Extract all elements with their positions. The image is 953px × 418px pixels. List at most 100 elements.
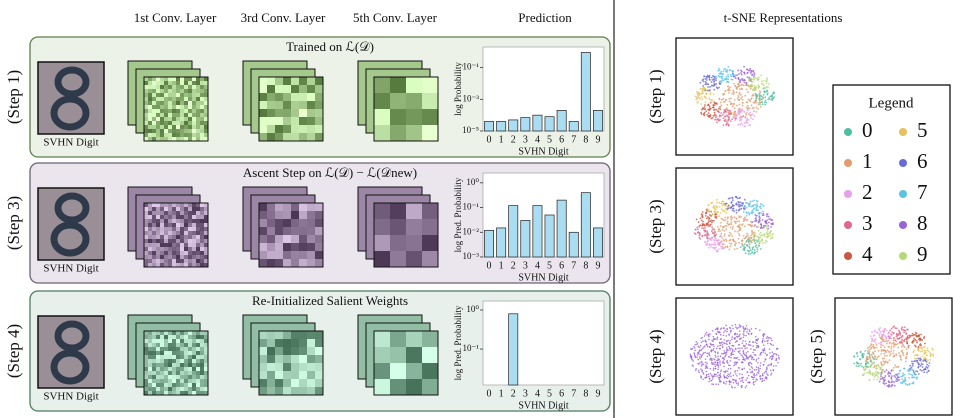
tsne-point bbox=[741, 377, 743, 379]
x-axis-label: SVHN Digit bbox=[518, 146, 569, 157]
tsne-point bbox=[730, 245, 732, 247]
tsne-point bbox=[897, 338, 899, 340]
feature-cell bbox=[180, 97, 184, 101]
tsne-point bbox=[697, 354, 699, 356]
tsne-point bbox=[879, 330, 881, 332]
x-axis-label: SVHN Digit bbox=[518, 400, 569, 411]
feature-cell bbox=[283, 363, 291, 371]
tsne-point bbox=[913, 360, 915, 362]
tsne-point bbox=[868, 349, 870, 351]
tsne-point bbox=[743, 351, 745, 353]
feature-cell bbox=[196, 219, 200, 223]
tsne-point bbox=[880, 361, 882, 363]
tsne-point bbox=[751, 252, 753, 254]
tsne-point bbox=[921, 349, 923, 351]
tsne-point bbox=[714, 244, 716, 246]
feature-cell bbox=[307, 203, 315, 211]
tsne-point bbox=[715, 374, 717, 376]
tsne-point bbox=[759, 90, 761, 92]
feature-cell bbox=[180, 203, 184, 207]
tsne-point bbox=[893, 367, 895, 369]
tsne-point bbox=[723, 327, 725, 329]
tsne-point bbox=[707, 90, 709, 92]
tsne-point bbox=[739, 352, 741, 354]
tsne-panel-label: (Step 3) bbox=[646, 199, 665, 253]
feature-cell bbox=[259, 243, 267, 251]
feature-cell bbox=[291, 243, 299, 251]
tsne-point bbox=[715, 78, 717, 80]
tsne-point bbox=[774, 353, 776, 355]
feature-cell bbox=[200, 259, 204, 263]
feature-cell bbox=[180, 339, 184, 343]
tsne-point bbox=[715, 83, 717, 85]
feature-cell bbox=[259, 117, 267, 125]
tsne-point bbox=[743, 382, 745, 384]
tsne-point bbox=[711, 344, 713, 346]
feature-cell bbox=[267, 117, 275, 125]
x-tick-label: 3 bbox=[523, 134, 528, 145]
tsne-point bbox=[729, 242, 731, 244]
tsne-point bbox=[706, 334, 708, 336]
feature-cell bbox=[188, 255, 192, 259]
feature-cell bbox=[192, 207, 196, 211]
feature-cell bbox=[200, 77, 204, 81]
tsne-point bbox=[751, 239, 753, 241]
tsne-point bbox=[716, 109, 718, 111]
feature-cell bbox=[299, 243, 307, 251]
feature-cell bbox=[164, 259, 168, 263]
feature-cell bbox=[406, 379, 422, 395]
tsne-point bbox=[752, 341, 754, 343]
tsne-point bbox=[757, 362, 759, 364]
feature-cell bbox=[160, 129, 164, 133]
feature-cell bbox=[192, 117, 196, 121]
tsne-point bbox=[753, 253, 755, 255]
tsne-point bbox=[731, 197, 733, 199]
tsne-point bbox=[753, 381, 755, 383]
feature-cell bbox=[259, 101, 267, 109]
feature-cell bbox=[156, 339, 160, 343]
tsne-point bbox=[741, 88, 743, 90]
feature-cell bbox=[291, 339, 299, 347]
feature-cell bbox=[200, 351, 204, 355]
feature-cell bbox=[172, 335, 176, 339]
tsne-point bbox=[732, 226, 734, 228]
feature-cell bbox=[196, 375, 200, 379]
feature-cell bbox=[144, 215, 148, 219]
tsne-point bbox=[749, 100, 751, 102]
tsne-point bbox=[747, 328, 749, 330]
tsne-point bbox=[711, 374, 713, 376]
tsne-point bbox=[739, 204, 741, 206]
feature-cell bbox=[184, 121, 188, 125]
tsne-point bbox=[724, 205, 726, 207]
feature-cell bbox=[390, 251, 406, 267]
tsne-point bbox=[718, 87, 720, 89]
tsne-point bbox=[730, 227, 732, 229]
tsne-point bbox=[709, 220, 711, 222]
bar bbox=[593, 110, 602, 131]
feature-cell bbox=[172, 203, 176, 207]
tsne-point bbox=[700, 96, 702, 98]
tsne-point bbox=[904, 346, 906, 348]
tsne-point bbox=[718, 119, 720, 121]
tsne-point bbox=[722, 93, 724, 95]
feature-cell bbox=[196, 109, 200, 113]
tsne-point bbox=[717, 327, 719, 329]
feature-cell bbox=[168, 239, 172, 243]
tsne-point bbox=[723, 350, 725, 352]
tsne-point bbox=[857, 355, 859, 357]
tsne-point bbox=[723, 124, 725, 126]
feature-cell bbox=[259, 219, 267, 227]
tsne-point bbox=[750, 98, 752, 100]
tsne-point bbox=[765, 91, 767, 93]
tsne-point bbox=[763, 351, 765, 353]
tsne-point bbox=[758, 230, 760, 232]
tsne-point bbox=[901, 346, 903, 348]
feature-cell bbox=[172, 81, 176, 85]
bar bbox=[497, 121, 506, 131]
feature-cell bbox=[267, 203, 275, 211]
feature-cell bbox=[168, 243, 172, 247]
feature-cell bbox=[156, 227, 160, 231]
tsne-point bbox=[764, 348, 766, 350]
tsne-point bbox=[878, 376, 880, 378]
feature-cell bbox=[196, 239, 200, 243]
